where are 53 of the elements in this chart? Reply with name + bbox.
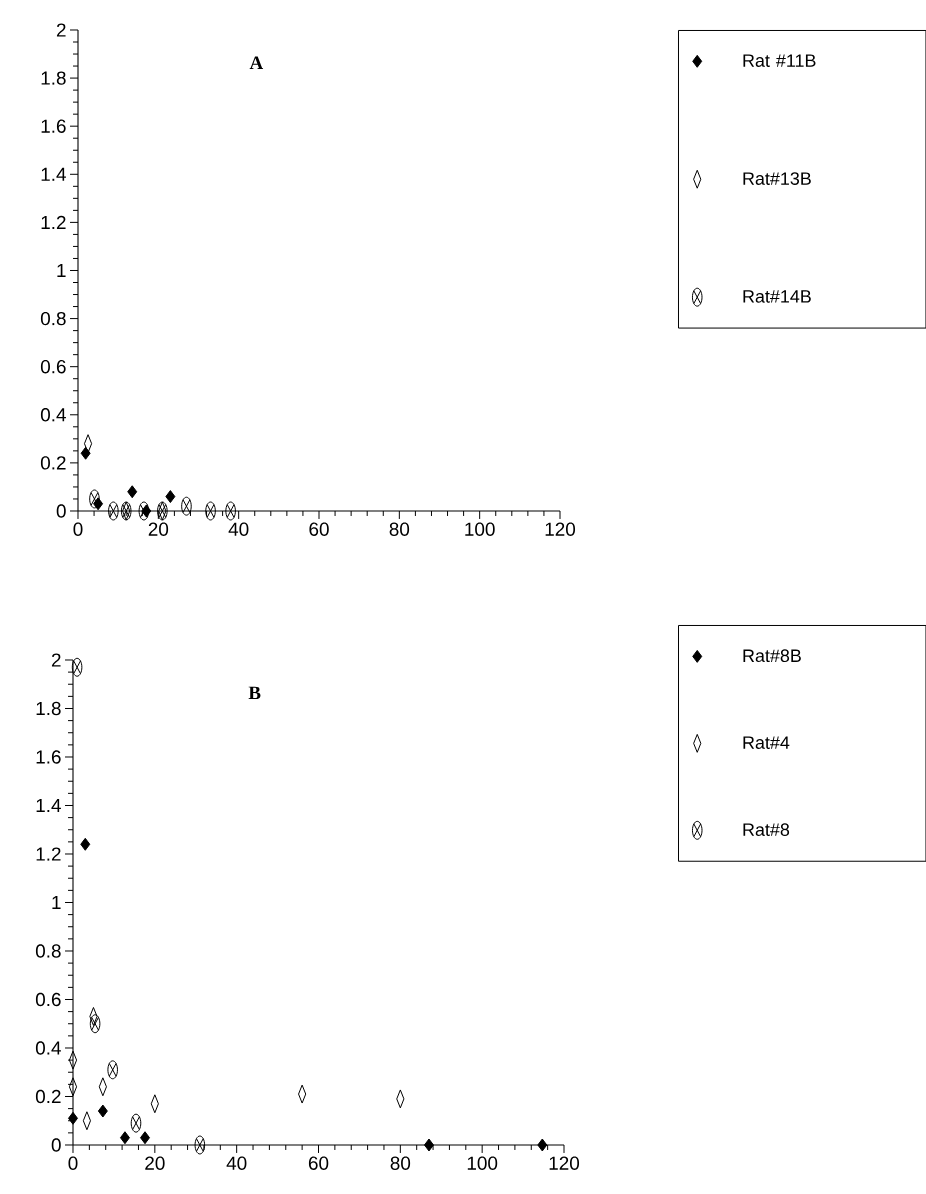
y-tick-label: 1.4 [41,167,66,181]
y-tick-label: 0.2 [35,1089,61,1104]
y-tick-label: 1 [52,895,61,909]
legend-label: Rat#4 [743,736,790,749]
x-tick-label: 60 [309,522,329,536]
x-tick-label: 60 [308,1156,329,1170]
x-tick-label: 0 [68,1156,78,1170]
y-tick-label: 0.8 [40,311,66,326]
y-tick-label: 1.6 [41,119,66,133]
y-tick-label: 0 [56,504,66,518]
x-tick-label: 40 [228,522,249,536]
point [80,837,91,851]
point [423,1138,434,1152]
y-tick-label: 2 [51,653,61,667]
y-tick-label: 0.6 [35,992,61,1007]
x-tick-label: 20 [145,1156,165,1170]
point [127,485,137,499]
y-tick-label: 1.2 [36,847,61,861]
y-tick-label: 1.4 [36,798,61,812]
point [97,1104,108,1118]
x-tick-label: 20 [148,522,168,536]
point [119,1131,130,1145]
x-tick-label: 80 [389,522,409,536]
y-tick-label: 1.8 [36,701,61,716]
point [165,490,176,504]
y-tick-label: 1 [57,263,66,277]
point [139,1131,150,1145]
x-tick-label: 80 [390,1156,410,1170]
x-tick-label: 40 [226,1156,247,1170]
y-tick-label: 2 [56,23,66,37]
x-tick-label: 120 [545,522,575,536]
y-tick-label: 1.6 [36,750,61,764]
y-tick-label: 0.2 [40,456,66,470]
text: B [248,686,261,700]
x-tick-label: 100 [465,522,495,536]
legend-label: Rat#13B [743,172,811,185]
x-tick-label: 0 [73,522,83,536]
y-tick-label: 0.4 [40,408,66,422]
y-tick-label: 0.8 [35,944,61,958]
legend-label: Rat#14B [743,290,811,303]
point [537,1138,548,1152]
y-tick-label: 0.4 [35,1041,61,1055]
legend-label: Rat #11B [743,54,816,67]
y-tick-label: 0 [51,1138,61,1152]
x-tick-label: 100 [467,1156,497,1170]
point [67,1111,78,1125]
text: A [249,56,263,69]
y-tick-label: 1.2 [41,215,66,229]
y-tick-label: 1.8 [41,71,66,85]
y-tick-label: 0.6 [40,359,66,374]
x-tick-label: 120 [549,1156,579,1170]
legend-label: Rat#8B [743,649,801,663]
legend-label: Rat#8 [743,823,789,837]
